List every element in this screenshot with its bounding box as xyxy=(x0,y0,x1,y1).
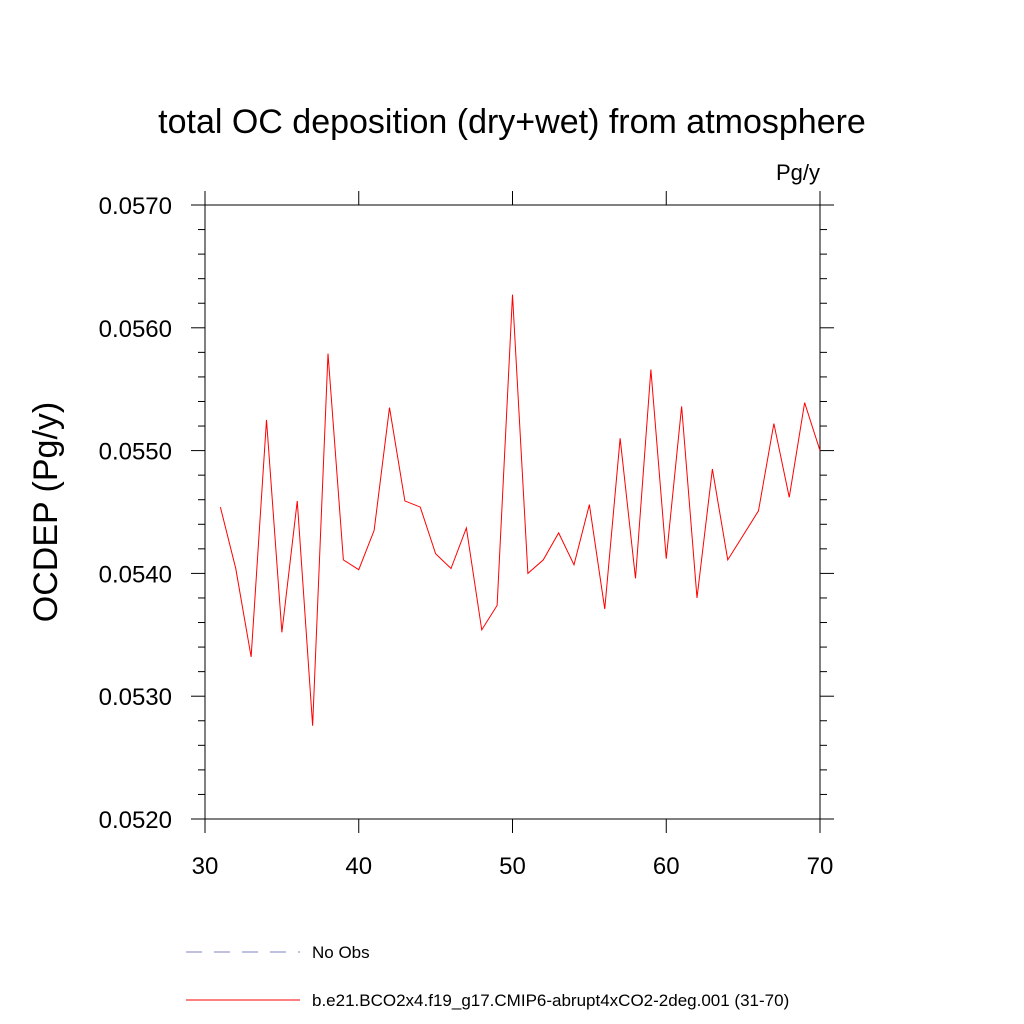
chart-title: total OC deposition (dry+wet) from atmos… xyxy=(158,103,866,141)
y-tick-label: 0.0520 xyxy=(99,807,172,834)
x-tick-label: 50 xyxy=(499,853,526,880)
x-tick-label: 60 xyxy=(653,853,680,880)
series-group xyxy=(219,294,821,726)
y-tick-label: 0.0540 xyxy=(99,561,172,588)
y-axis-label: OCDEP (Pg/y) xyxy=(27,402,65,622)
y-tick-label: 0.0570 xyxy=(99,193,172,220)
units-label: Pg/y xyxy=(776,160,820,185)
legend-label: No Obs xyxy=(312,943,370,962)
axis-tick-labels: 30 40 50 60 70 0.0520 0.0530 0.0540 0.0550 0.0560… xyxy=(99,193,834,880)
axis-ticks xyxy=(191,191,834,833)
legend: No Obs b.e21.BCO2x4.f19_g17.CMIP6-abrupt4… xyxy=(186,943,789,1010)
x-tick-label: 30 xyxy=(192,853,219,880)
legend-label: b.e21.BCO2x4.f19_g17.CMIP6-abrupt4xCO2-2… xyxy=(312,991,789,1010)
y-tick-label: 0.0530 xyxy=(99,684,172,711)
y-tick-label: 0.0560 xyxy=(99,316,172,343)
x-tick-label: 70 xyxy=(807,853,834,880)
x-tick-label: 40 xyxy=(345,853,372,880)
series-line xyxy=(219,294,821,726)
y-tick-label: 0.0550 xyxy=(99,439,172,466)
